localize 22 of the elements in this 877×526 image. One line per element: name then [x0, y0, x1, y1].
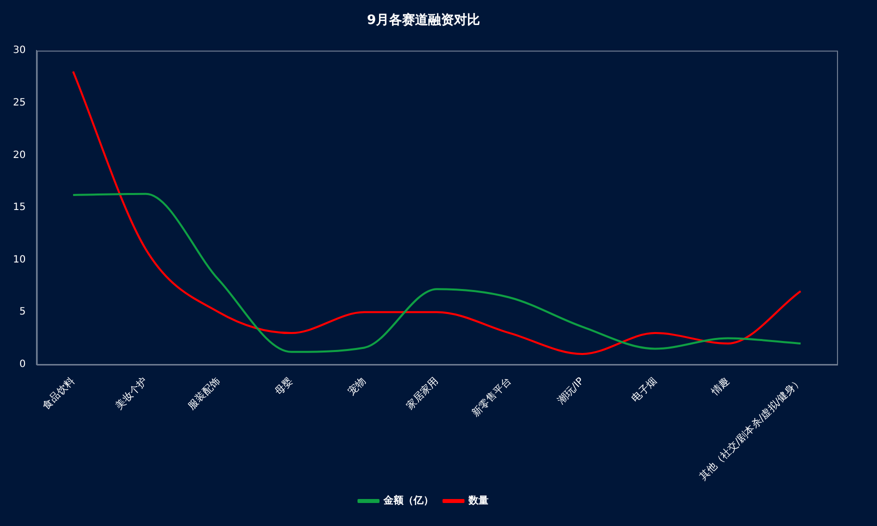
y-tick-label: 30: [12, 45, 26, 56]
y-tick-label: 15: [12, 202, 26, 214]
x-tick-label: 美妆个护: [113, 375, 150, 412]
x-tick-label: 新零售平台: [470, 375, 514, 419]
y-tick-label: 20: [12, 150, 26, 161]
y-tick-label: 10: [12, 254, 26, 266]
y-tick-label: 0: [19, 359, 26, 370]
y-tick-label: 5: [19, 306, 26, 318]
legend-label: 数量: [468, 494, 488, 507]
legend-label: 金额（亿）: [382, 494, 434, 507]
x-tick-label: 电子烟: [629, 375, 660, 405]
x-tick-label: 服装配饰: [186, 375, 223, 412]
x-tick-label: 母婴: [272, 375, 296, 398]
line-series: [72, 70, 802, 355]
x-tick-label: 家居家用: [404, 375, 441, 412]
line-series: [72, 192, 802, 353]
y-tick-label: 25: [12, 98, 26, 108]
chart-title: 9月各赛道融资对比: [366, 12, 480, 28]
x-tick-label: 情趣: [708, 375, 732, 398]
x-tick-label: 宠物: [345, 375, 368, 398]
x-tick-label: 食品饮料: [40, 375, 78, 412]
x-tick-label: 潮玩/IP: [554, 375, 586, 407]
